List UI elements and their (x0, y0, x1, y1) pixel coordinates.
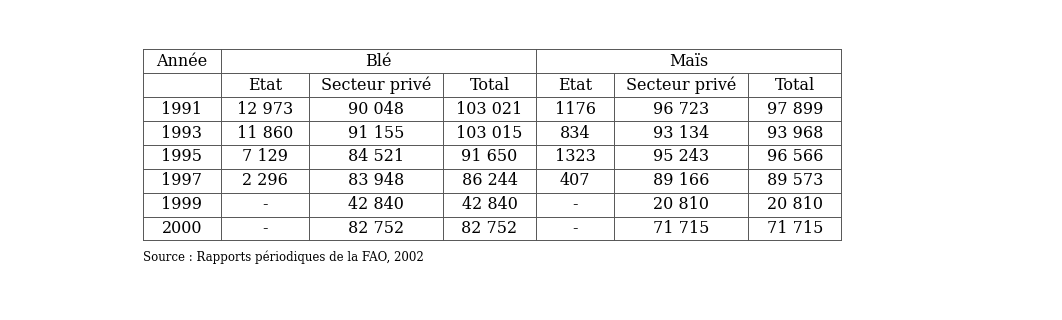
Text: 1993: 1993 (161, 124, 202, 141)
Text: 1995: 1995 (161, 148, 202, 165)
Text: 11 860: 11 860 (237, 124, 293, 141)
Text: 103 021: 103 021 (457, 101, 523, 118)
Text: 20 810: 20 810 (653, 196, 709, 213)
Text: 2 296: 2 296 (242, 172, 288, 189)
Text: 89 573: 89 573 (767, 172, 823, 189)
Text: 90 048: 90 048 (348, 101, 404, 118)
Text: Total: Total (469, 77, 510, 94)
Text: 2000: 2000 (161, 220, 202, 237)
Text: 96 566: 96 566 (767, 148, 823, 165)
Text: Total: Total (775, 77, 815, 94)
Text: Blé: Blé (365, 53, 392, 70)
Text: 1323: 1323 (554, 148, 596, 165)
Text: -: - (572, 196, 578, 213)
Text: -: - (262, 196, 268, 213)
Text: 82 752: 82 752 (348, 220, 404, 237)
Text: 96 723: 96 723 (653, 101, 709, 118)
Text: 103 015: 103 015 (457, 124, 523, 141)
Text: 83 948: 83 948 (348, 172, 404, 189)
Text: 1176: 1176 (554, 101, 596, 118)
Text: 86 244: 86 244 (462, 172, 517, 189)
Text: 42 840: 42 840 (462, 196, 517, 213)
Text: Source : Rapports périodiques de la FAO, 2002: Source : Rapports périodiques de la FAO,… (142, 250, 424, 264)
Text: 71 715: 71 715 (767, 220, 823, 237)
Text: 1997: 1997 (161, 172, 202, 189)
Text: 91 650: 91 650 (461, 148, 517, 165)
Text: Maïs: Maïs (669, 53, 708, 70)
Text: 97 899: 97 899 (767, 101, 823, 118)
Text: -: - (572, 220, 578, 237)
Text: 93 968: 93 968 (767, 124, 823, 141)
Text: 1991: 1991 (161, 101, 202, 118)
Text: 12 973: 12 973 (237, 101, 293, 118)
Text: 95 243: 95 243 (653, 148, 709, 165)
Text: 20 810: 20 810 (767, 196, 823, 213)
Text: 1999: 1999 (161, 196, 202, 213)
Text: 42 840: 42 840 (348, 196, 404, 213)
Text: Année: Année (156, 53, 207, 70)
Text: 89 166: 89 166 (653, 172, 709, 189)
Text: -: - (262, 220, 268, 237)
Text: 84 521: 84 521 (348, 148, 404, 165)
Text: 834: 834 (560, 124, 590, 141)
Text: Etat: Etat (558, 77, 593, 94)
Text: 7 129: 7 129 (242, 148, 288, 165)
Text: 93 134: 93 134 (653, 124, 709, 141)
Text: 407: 407 (560, 172, 590, 189)
Text: Secteur privé: Secteur privé (321, 76, 431, 94)
Text: 71 715: 71 715 (653, 220, 709, 237)
Text: 82 752: 82 752 (462, 220, 517, 237)
Text: 91 155: 91 155 (347, 124, 405, 141)
Text: Secteur privé: Secteur privé (627, 76, 737, 94)
Text: Etat: Etat (247, 77, 281, 94)
